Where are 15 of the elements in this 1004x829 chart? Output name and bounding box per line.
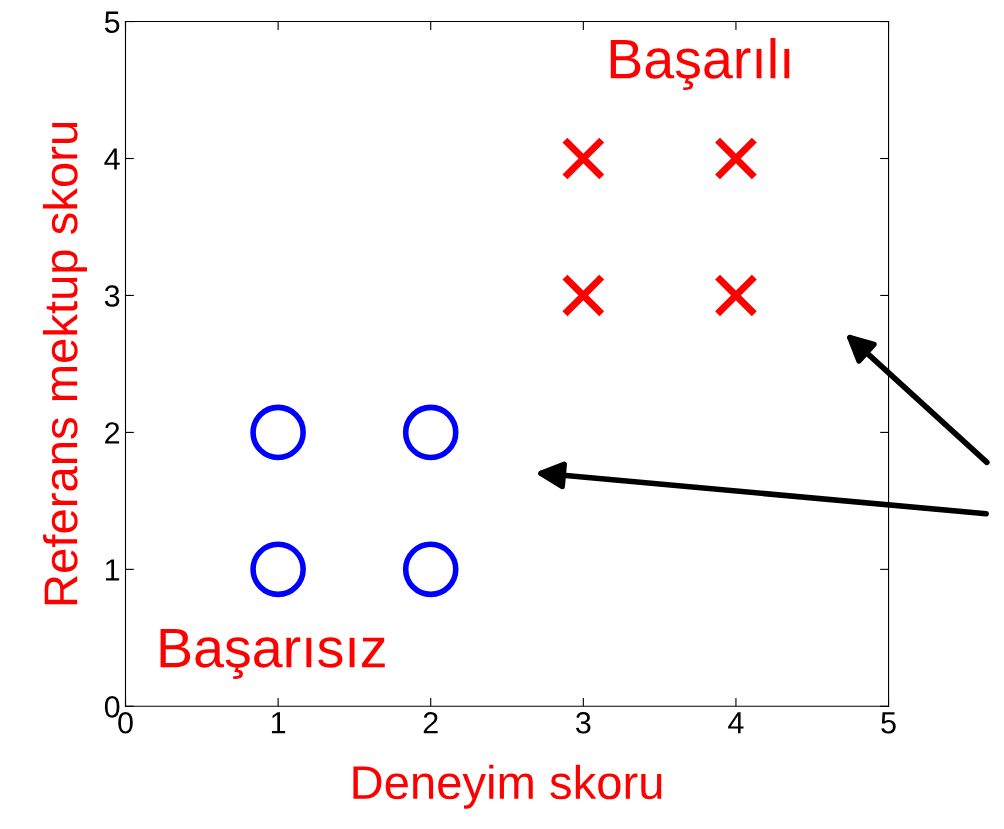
y-tick-label: 0 [104,696,120,718]
x-tick-label: 1 [271,712,286,734]
x-axis-title: Deneyim skoru [353,764,662,809]
x-tick-label: 2 [423,711,438,734]
x-tick-label: 5 [881,712,896,734]
y-tick-label: 5 [104,11,120,33]
y-axis-title: Referans mektup skoru [42,122,87,605]
y-tick-label: 3 [104,285,120,307]
y-tick-label: 4 [104,148,120,170]
y-tick-label: 1 [105,559,120,581]
annotation: Başarılı [610,38,790,91]
y-tick-label: 2 [105,422,120,444]
annotation: Başarısız [160,628,385,679]
x-tick-label: 3 [575,711,591,734]
x-tick-label: 4 [728,712,744,734]
